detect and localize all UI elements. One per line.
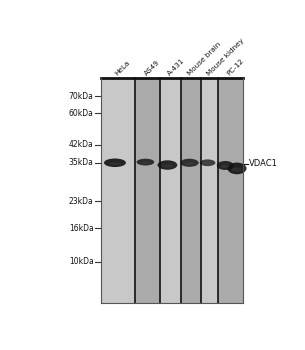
Ellipse shape bbox=[221, 165, 230, 168]
Text: HeLa: HeLa bbox=[114, 60, 131, 77]
Text: 35kDa: 35kDa bbox=[69, 158, 94, 167]
Text: 42kDa: 42kDa bbox=[69, 140, 94, 149]
Ellipse shape bbox=[104, 159, 126, 167]
Ellipse shape bbox=[184, 162, 195, 165]
Text: 23kDa: 23kDa bbox=[69, 197, 94, 205]
Ellipse shape bbox=[203, 162, 212, 164]
Ellipse shape bbox=[180, 159, 199, 167]
Ellipse shape bbox=[109, 162, 121, 165]
Text: Mouse brain: Mouse brain bbox=[187, 42, 222, 77]
Text: 16kDa: 16kDa bbox=[69, 224, 94, 232]
Bar bbox=[201, 78, 218, 303]
Ellipse shape bbox=[141, 162, 150, 164]
Text: VDAC1: VDAC1 bbox=[249, 159, 278, 168]
Ellipse shape bbox=[200, 159, 215, 166]
Text: A-431: A-431 bbox=[166, 58, 185, 77]
Bar bbox=[101, 78, 242, 303]
Ellipse shape bbox=[162, 164, 173, 168]
Bar bbox=[181, 78, 201, 303]
Ellipse shape bbox=[227, 162, 246, 174]
Bar bbox=[101, 78, 135, 303]
Bar bbox=[218, 78, 242, 303]
Bar bbox=[160, 78, 181, 303]
Ellipse shape bbox=[217, 161, 234, 170]
Text: Mouse kidney: Mouse kidney bbox=[205, 37, 245, 77]
Text: AS49: AS49 bbox=[143, 60, 161, 77]
Text: 60kDa: 60kDa bbox=[69, 109, 94, 118]
Bar bbox=[135, 78, 160, 303]
Ellipse shape bbox=[232, 168, 242, 172]
Text: 10kDa: 10kDa bbox=[69, 257, 94, 266]
Ellipse shape bbox=[137, 159, 154, 166]
Text: 70kDa: 70kDa bbox=[69, 92, 94, 101]
Text: PC-12: PC-12 bbox=[226, 58, 246, 77]
Ellipse shape bbox=[157, 160, 177, 170]
